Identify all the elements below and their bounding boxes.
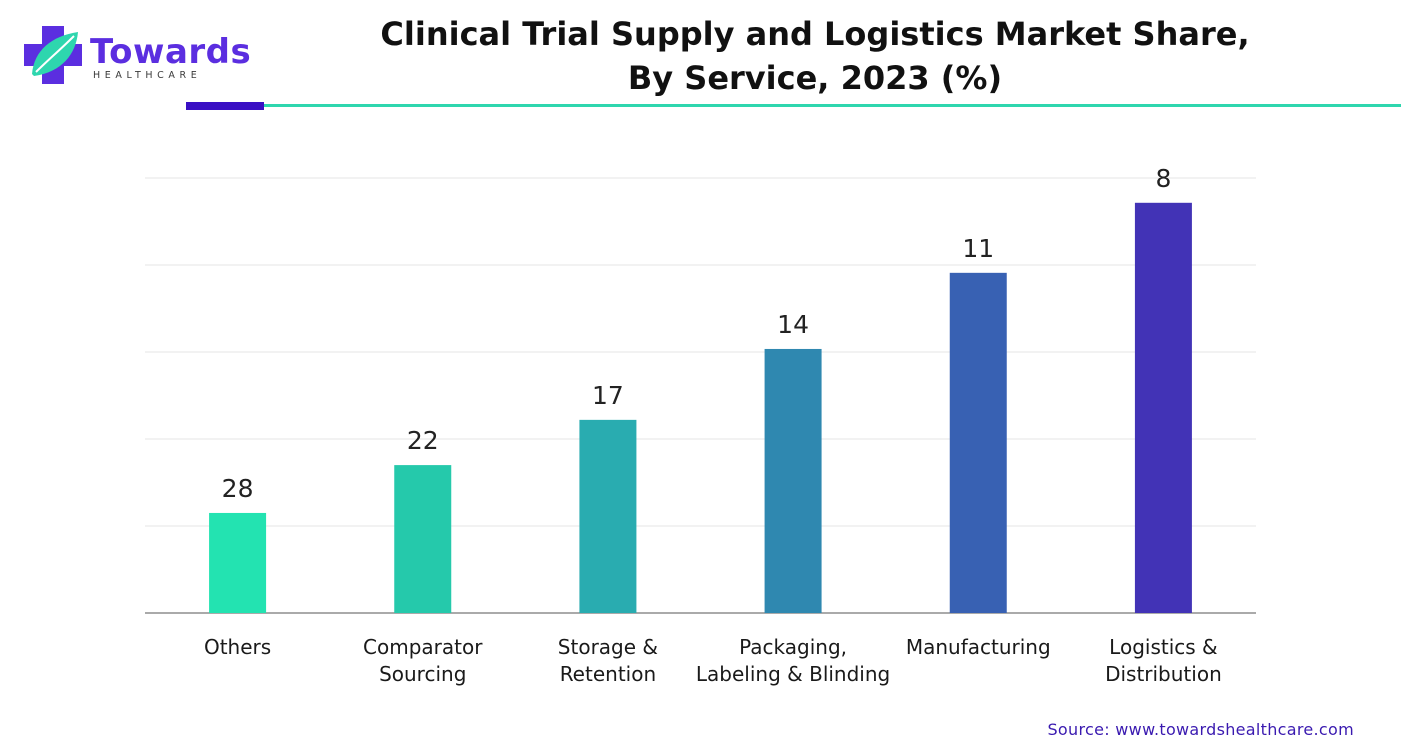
bar [394, 465, 452, 613]
chart-title-line-1: Clinical Trial Supply and Logistics Mark… [380, 15, 1250, 53]
bar [1134, 202, 1192, 614]
bar [764, 348, 822, 613]
medical-cross-leaf-icon [24, 26, 82, 84]
bar [209, 512, 267, 613]
header-rule-accent [186, 102, 264, 110]
source-note: Source: www.towardshealthcare.com [1047, 720, 1354, 739]
brand-tagline: HEALTHCARE [93, 70, 202, 81]
bar-value-label: 17 [592, 381, 624, 410]
chart-title-line-2: By Service, 2023 (%) [627, 59, 1003, 97]
category-label: Retention [560, 662, 656, 686]
category-label: Comparator [363, 635, 483, 659]
bar-value-label: 22 [407, 426, 439, 455]
category-label: Storage & [558, 635, 658, 659]
chart-bars [209, 202, 1192, 614]
bar-value-label: 8 [1155, 164, 1171, 193]
category-label: Manufacturing [906, 635, 1051, 659]
category-label: Logistics & [1109, 635, 1217, 659]
category-label: Others [204, 635, 271, 659]
header-rule-line [264, 104, 1401, 107]
bar [949, 272, 1007, 613]
category-label: Sourcing [379, 662, 466, 686]
chart-title: Clinical Trial Supply and Logistics Mark… [250, 12, 1380, 100]
chart-labels: 28 Others 22 Comparator Sourcing 17 Storage & R… [204, 164, 1222, 686]
category-label: Distribution [1105, 662, 1222, 686]
bar-value-label: 28 [222, 474, 254, 503]
bar [579, 419, 637, 613]
bar-value-label: 11 [962, 234, 994, 263]
brand-logo: Towards HEALTHCARE [22, 24, 251, 86]
bar-value-label: 14 [777, 310, 809, 339]
category-label: Labeling & Blinding [696, 662, 890, 686]
brand-name: Towards [90, 32, 252, 72]
category-label: Packaging, [739, 635, 847, 659]
chart-grid [145, 177, 1256, 614]
